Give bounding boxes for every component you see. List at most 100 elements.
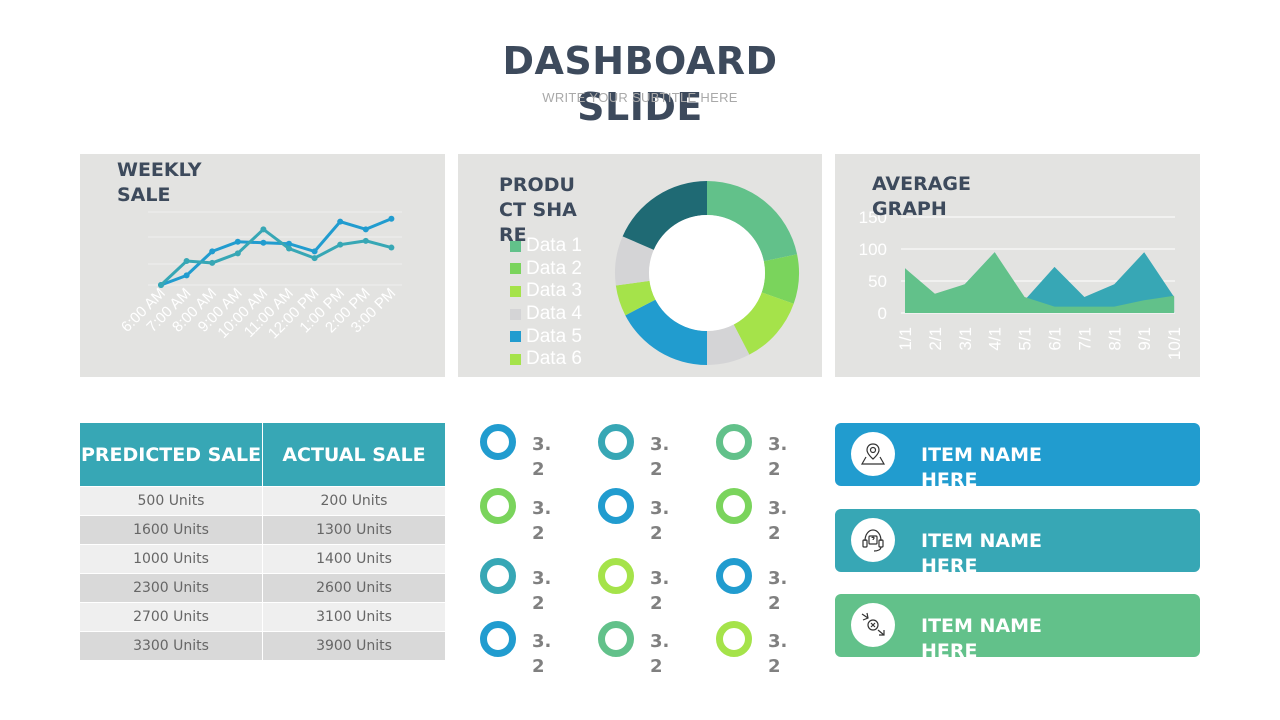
area-y-tick-label: 150 bbox=[859, 208, 887, 227]
weekly-data-point bbox=[388, 244, 395, 251]
actual-cell: 200 Units bbox=[262, 486, 445, 516]
donut-slice bbox=[615, 236, 654, 286]
ring-value: 3.2 bbox=[532, 434, 552, 480]
donut-slice bbox=[733, 292, 794, 355]
donut-slice bbox=[707, 181, 798, 262]
legend-label: Data 1 bbox=[526, 235, 582, 257]
table-row: 500 Units 200 Units bbox=[80, 486, 445, 516]
item-name-label: ITEM NAME HERE bbox=[921, 444, 1043, 486]
ring-value: 3.2 bbox=[768, 434, 788, 480]
area-y-tick-label: 0 bbox=[878, 304, 887, 323]
ring-icon bbox=[598, 621, 634, 657]
area-x-tick-label: 5/1 bbox=[1016, 327, 1035, 351]
actual-cell: 3100 Units bbox=[262, 602, 445, 632]
predicted-cell: 2300 Units bbox=[80, 573, 263, 603]
average-graph-chart: 0 50 100 150 1/1 2/1 3/1 4/1 5/1 6/1 7/1 8/1 9/1 10/1 bbox=[859, 208, 1184, 360]
sales-table: PREDICTED SALE ACTUAL SALE 500 Units 200 … bbox=[80, 423, 445, 660]
ring-value: 3.2 bbox=[650, 631, 670, 677]
ring-value: 3.2 bbox=[768, 631, 788, 677]
ring-icon bbox=[716, 424, 752, 460]
weekly-data-point bbox=[337, 218, 344, 225]
ring-value: 3.2 bbox=[650, 568, 670, 614]
donut-slice bbox=[625, 299, 707, 365]
table-row: 1000 Units 1400 Units bbox=[80, 544, 445, 574]
ring-icon bbox=[480, 488, 516, 524]
legend-swatch bbox=[510, 263, 521, 275]
weekly-data-point bbox=[260, 239, 267, 246]
actual-sale-header: ACTUAL SALE bbox=[262, 423, 445, 487]
item-card-3[interactable]: ITEM NAME HERE bbox=[835, 594, 1200, 657]
ring-icon bbox=[598, 424, 634, 460]
average-graph-panel: 0 50 100 150 1/1 2/1 3/1 4/1 5/1 6/1 7/1 8/1 9/1 10/1… bbox=[835, 154, 1200, 377]
legend-item: Data 1 bbox=[510, 235, 582, 258]
weekly-data-point bbox=[388, 215, 395, 222]
item-name-label: ITEM NAME HERE bbox=[921, 530, 1043, 572]
legend-swatch bbox=[510, 353, 521, 365]
area-x-tick-label: 3/1 bbox=[956, 327, 975, 351]
table-header-row: PREDICTED SALE ACTUAL SALE bbox=[80, 423, 445, 487]
product-share-donut bbox=[615, 181, 799, 365]
weekly-data-point bbox=[311, 255, 318, 262]
donut-hole bbox=[649, 215, 765, 331]
legend-item: Data 3 bbox=[510, 280, 582, 303]
weekly-data-point bbox=[286, 245, 292, 252]
average-graph-title: AVERAGE GRAPH bbox=[872, 173, 972, 220]
legend-label: Data 2 bbox=[526, 257, 582, 279]
weekly-data-point bbox=[311, 248, 318, 255]
area-x-tick-label: 4/1 bbox=[986, 327, 1005, 351]
legend-item: Data 4 bbox=[510, 303, 582, 326]
product-share-title: PRODUCT SHARE bbox=[499, 174, 577, 246]
table-row: 3300 Units 3900 Units bbox=[80, 631, 445, 660]
item-card-1[interactable]: ITEM NAME HERE bbox=[835, 423, 1200, 486]
route-cancel-icon bbox=[851, 603, 895, 647]
legend-label: Data 3 bbox=[526, 280, 582, 302]
weekly-data-point bbox=[183, 272, 190, 279]
ring-icon bbox=[716, 488, 752, 524]
ring-value: 3.2 bbox=[650, 498, 670, 544]
weekly-data-point bbox=[362, 237, 369, 244]
area-y-tick-label: 100 bbox=[859, 240, 887, 259]
ring-icon bbox=[716, 558, 752, 594]
table-row: 2700 Units 3100 Units bbox=[80, 602, 445, 632]
weekly-series-line bbox=[159, 227, 392, 287]
weekly-data-point bbox=[183, 258, 190, 264]
area-x-tick-label: 10/1 bbox=[1165, 327, 1184, 360]
weekly-series-line bbox=[160, 217, 392, 287]
ring-icon bbox=[598, 558, 634, 594]
predicted-cell: 1600 Units bbox=[80, 515, 263, 545]
legend-label: Data 4 bbox=[526, 303, 582, 325]
area-x-tick-label: 6/1 bbox=[1046, 327, 1065, 351]
weekly-data-point bbox=[337, 241, 344, 248]
item-name-label: ITEM NAME HERE bbox=[921, 615, 1043, 657]
product-share-legend: Data 1 Data 2 Data 3 Data 4 Data 5 Data 6 bbox=[510, 235, 582, 371]
weekly-data-point bbox=[286, 240, 292, 247]
actual-cell: 1300 Units bbox=[262, 515, 445, 545]
predicted-cell: 2700 Units bbox=[80, 602, 263, 632]
legend-swatch bbox=[510, 285, 521, 297]
weekly-sale-title: WEEKLY SALE bbox=[117, 159, 202, 206]
weekly-data-point bbox=[260, 226, 267, 233]
ring-icon bbox=[480, 621, 516, 657]
legend-swatch bbox=[510, 308, 521, 320]
weekly-data-point bbox=[209, 259, 216, 266]
actual-cell: 3900 Units bbox=[262, 631, 445, 660]
actual-cell: 2600 Units bbox=[262, 573, 445, 603]
donut-slice bbox=[615, 280, 656, 316]
weekly-data-point bbox=[209, 248, 216, 255]
legend-item: Data 6 bbox=[510, 348, 582, 371]
ring-icon bbox=[480, 558, 516, 594]
legend-swatch bbox=[510, 240, 521, 252]
weekly-data-point bbox=[158, 282, 164, 288]
ring-icon bbox=[716, 621, 752, 657]
predicted-cell: 500 Units bbox=[80, 486, 263, 516]
slide-subtitle: WRITE YOUR SUBTITLE HERE bbox=[542, 90, 738, 105]
ring-value: 3.2 bbox=[532, 568, 552, 614]
area-x-tick-label: 9/1 bbox=[1135, 327, 1154, 351]
legend-item: Data 2 bbox=[510, 258, 582, 281]
area-series bbox=[905, 252, 1175, 313]
location-map-icon bbox=[851, 432, 895, 476]
slide-title: DASHBOARD SLIDE bbox=[502, 39, 778, 129]
area-x-tick-label: 2/1 bbox=[926, 327, 945, 351]
area-x-tick-label: 8/1 bbox=[1105, 327, 1124, 351]
item-card-2[interactable]: ITEM NAME HERE bbox=[835, 509, 1200, 572]
